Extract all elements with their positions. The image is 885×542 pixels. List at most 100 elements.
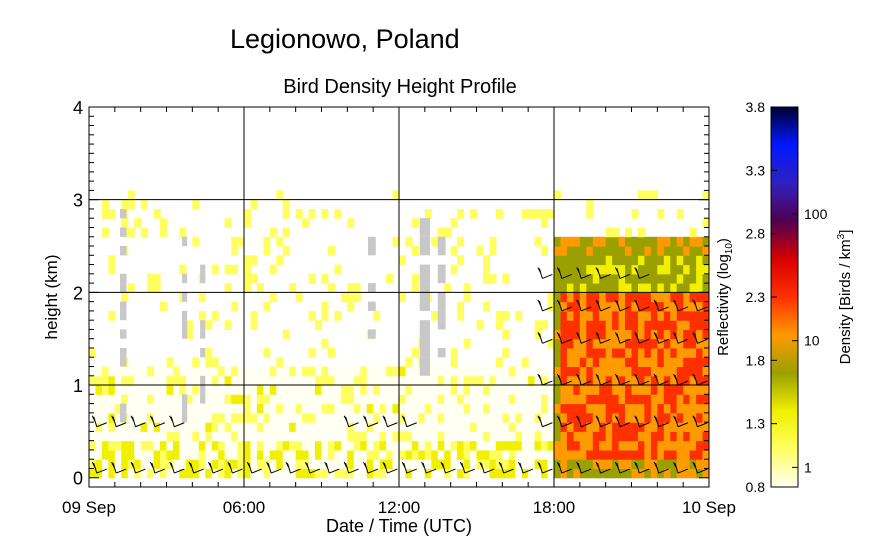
density-cell xyxy=(476,246,484,256)
density-cell xyxy=(586,385,594,395)
density-cell xyxy=(231,459,239,469)
density-cell xyxy=(347,301,355,312)
density-cell xyxy=(231,431,239,442)
density-cell xyxy=(256,412,264,423)
density-cell xyxy=(657,357,665,367)
wind-barb xyxy=(421,461,437,474)
density-cell xyxy=(573,403,581,414)
density-cell xyxy=(644,310,652,321)
density-cell xyxy=(205,320,213,330)
density-cell xyxy=(437,403,445,414)
density-cell xyxy=(224,385,232,395)
density-cell xyxy=(431,310,439,321)
density-cell xyxy=(127,412,135,423)
density-cell xyxy=(534,209,542,219)
density-cell xyxy=(121,449,129,460)
density-cell xyxy=(521,449,529,460)
density-cell xyxy=(618,403,626,414)
density-cell xyxy=(612,375,620,386)
density-cell xyxy=(657,431,665,442)
density-cell xyxy=(554,459,561,469)
wind-barb xyxy=(343,461,359,474)
wind-barb xyxy=(266,461,282,474)
density-cell xyxy=(334,394,342,405)
density-cell xyxy=(192,366,200,377)
density-cell xyxy=(166,375,174,386)
density-cell xyxy=(483,422,490,432)
density-cell xyxy=(295,375,303,386)
density-cell xyxy=(192,422,200,432)
density-cell xyxy=(670,320,678,330)
density-cell xyxy=(302,412,310,423)
density-cell xyxy=(411,422,419,432)
density-cell xyxy=(153,366,161,377)
density-cell xyxy=(185,431,193,442)
density-cell xyxy=(554,366,561,377)
density-cell xyxy=(140,412,148,423)
density-cell xyxy=(476,366,484,377)
density-cell xyxy=(463,403,471,414)
density-cell xyxy=(657,366,665,377)
density-cell xyxy=(405,366,413,377)
density-cell xyxy=(508,412,516,423)
density-cell xyxy=(256,385,264,395)
density-cell xyxy=(308,375,316,386)
density-cell xyxy=(431,366,439,377)
colorbar-left-tick-label: 3.3 xyxy=(746,162,766,178)
density-cell xyxy=(676,357,684,367)
density-cell xyxy=(386,440,394,451)
wind-barb xyxy=(576,299,592,312)
density-cell xyxy=(108,394,116,405)
density-cell xyxy=(437,366,445,377)
density-cell xyxy=(218,385,226,395)
density-cell xyxy=(631,338,639,349)
density-cell xyxy=(650,412,658,423)
density-cell xyxy=(237,449,245,460)
density-cell xyxy=(579,468,587,479)
density-cell xyxy=(424,431,432,442)
density-cell xyxy=(631,412,639,423)
density-cell xyxy=(302,375,310,386)
density-cell xyxy=(101,449,109,460)
density-cell xyxy=(676,292,684,303)
density-cell xyxy=(147,449,155,460)
density-cell xyxy=(405,459,413,469)
density-cell xyxy=(224,440,232,451)
density-cell xyxy=(360,394,368,405)
density-cell xyxy=(573,246,581,256)
density-cell xyxy=(121,468,129,479)
density-cell xyxy=(638,292,645,303)
density-cell xyxy=(508,385,516,395)
no-data-cell xyxy=(200,385,206,395)
density-cell xyxy=(263,412,271,423)
density-cell xyxy=(547,209,555,219)
density-cell xyxy=(689,366,697,377)
density-cell xyxy=(244,283,251,293)
no-data-cell xyxy=(368,301,376,311)
density-cell xyxy=(321,209,329,219)
density-cell xyxy=(166,357,174,367)
no-data-cell xyxy=(437,348,446,358)
density-cell xyxy=(696,236,704,247)
density-cell xyxy=(89,412,96,423)
density-cell xyxy=(618,338,626,349)
density-cell xyxy=(424,209,432,219)
density-cell xyxy=(676,366,684,377)
density-cell xyxy=(502,394,510,405)
density-cell xyxy=(670,338,678,349)
density-cell xyxy=(437,375,445,386)
density-cell xyxy=(502,412,510,423)
density-cell xyxy=(160,218,167,228)
density-cell xyxy=(256,449,264,460)
no-data-cell xyxy=(182,310,188,321)
density-cell xyxy=(321,366,329,377)
density-cell xyxy=(554,394,561,405)
density-cell xyxy=(618,412,626,423)
density-cell xyxy=(450,348,458,358)
density-cell xyxy=(366,412,374,423)
density-cell xyxy=(328,459,335,469)
density-cell xyxy=(670,412,678,423)
density-cell xyxy=(315,375,322,386)
density-cell xyxy=(321,301,329,312)
density-cell xyxy=(244,209,251,219)
